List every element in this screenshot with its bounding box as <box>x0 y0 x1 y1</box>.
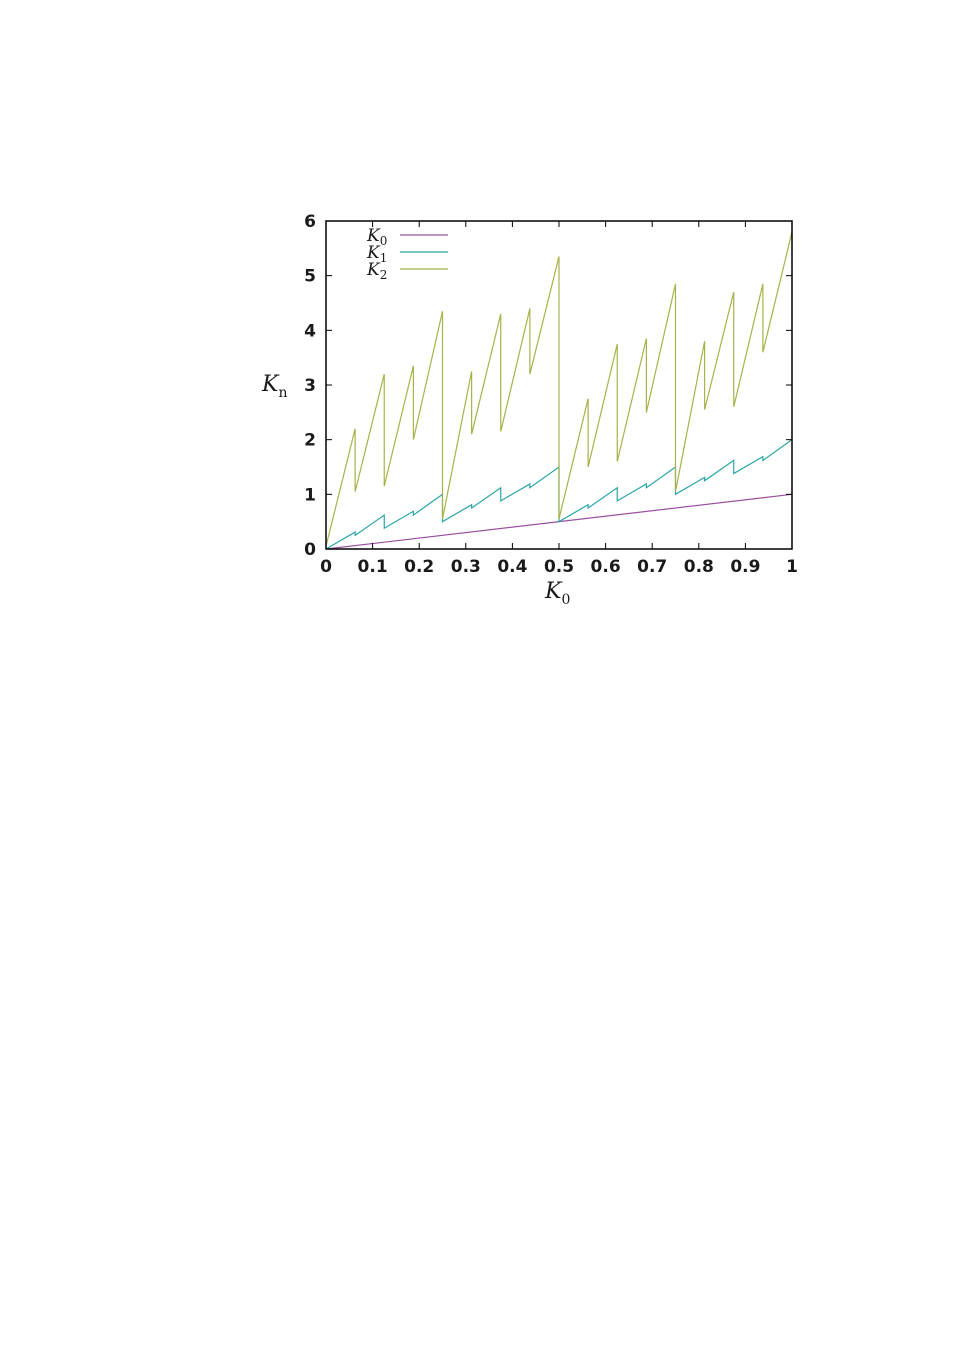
y-tick-label: 6 <box>304 212 316 232</box>
y-tick-label: 4 <box>304 321 316 341</box>
ticks-layer: 0 0.1 0.2 0.3 0.4 0.5 0.6 0.7 0.8 0.9 1 0 1 2 3 4 5 6 <box>304 212 798 577</box>
legend-label-k0: K0 <box>366 226 387 248</box>
y-tick-label: 0 <box>304 540 316 560</box>
x-tick-label: 0.8 <box>684 557 714 577</box>
x-axis-label-sub: 0 <box>561 592 570 608</box>
x-tick-label: 1 <box>786 557 798 577</box>
series-layer <box>325 231 793 550</box>
x-tick-label: 0.1 <box>358 557 388 577</box>
y-axis-label: Kn <box>261 372 287 401</box>
legend-label-k2: K2 <box>366 260 387 282</box>
x-tick-label: 0.3 <box>451 557 481 577</box>
x-axis-label-base: K <box>544 579 563 604</box>
x-tick-label: 0.9 <box>730 557 760 577</box>
y-tick-label: 2 <box>304 431 316 451</box>
y-axis-label-sub: n <box>278 385 287 401</box>
legend-label-k1: K1 <box>366 243 387 265</box>
x-tick-label: 0.2 <box>404 557 434 577</box>
x-tick-label: 0 <box>320 557 332 577</box>
y-tick-label: 5 <box>304 267 316 287</box>
x-tick-label: 0.5 <box>544 557 574 577</box>
x-tick-label: 0.6 <box>591 557 621 577</box>
y-tick-label: 1 <box>304 485 316 505</box>
y-axis-label-base: K <box>261 372 280 397</box>
x-tick-label: 0.4 <box>497 557 527 577</box>
x-axis-label: K0 <box>544 579 570 608</box>
y-tick-label: 3 <box>304 376 316 396</box>
x-tick-label: 0.7 <box>637 557 667 577</box>
series-line-k2 <box>325 231 793 547</box>
